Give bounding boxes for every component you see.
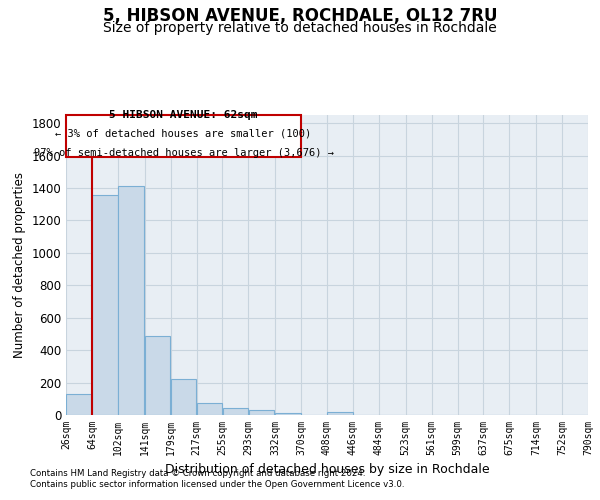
- Bar: [171, 378, 196, 415]
- X-axis label: Distribution of detached houses by size in Rochdale: Distribution of detached houses by size …: [164, 464, 490, 476]
- Bar: [118, 186, 144, 415]
- Bar: [327, 412, 353, 415]
- Text: 5 HIBSON AVENUE: 62sqm: 5 HIBSON AVENUE: 62sqm: [109, 110, 258, 120]
- Bar: [197, 403, 222, 415]
- FancyBboxPatch shape: [66, 115, 301, 157]
- Bar: [92, 196, 118, 415]
- Text: ← 3% of detached houses are smaller (100): ← 3% of detached houses are smaller (100…: [55, 128, 311, 138]
- Bar: [66, 394, 92, 415]
- Text: Size of property relative to detached houses in Rochdale: Size of property relative to detached ho…: [103, 21, 497, 35]
- Bar: [145, 336, 170, 415]
- Text: Contains public sector information licensed under the Open Government Licence v3: Contains public sector information licen…: [30, 480, 404, 489]
- Text: Contains HM Land Registry data © Crown copyright and database right 2024.: Contains HM Land Registry data © Crown c…: [30, 468, 365, 477]
- Bar: [248, 410, 274, 415]
- Text: 97% of semi-detached houses are larger (3,676) →: 97% of semi-detached houses are larger (…: [34, 148, 334, 158]
- Y-axis label: Number of detached properties: Number of detached properties: [13, 172, 26, 358]
- Bar: [275, 412, 301, 415]
- Text: 5, HIBSON AVENUE, ROCHDALE, OL12 7RU: 5, HIBSON AVENUE, ROCHDALE, OL12 7RU: [103, 8, 497, 26]
- Bar: [223, 408, 248, 415]
